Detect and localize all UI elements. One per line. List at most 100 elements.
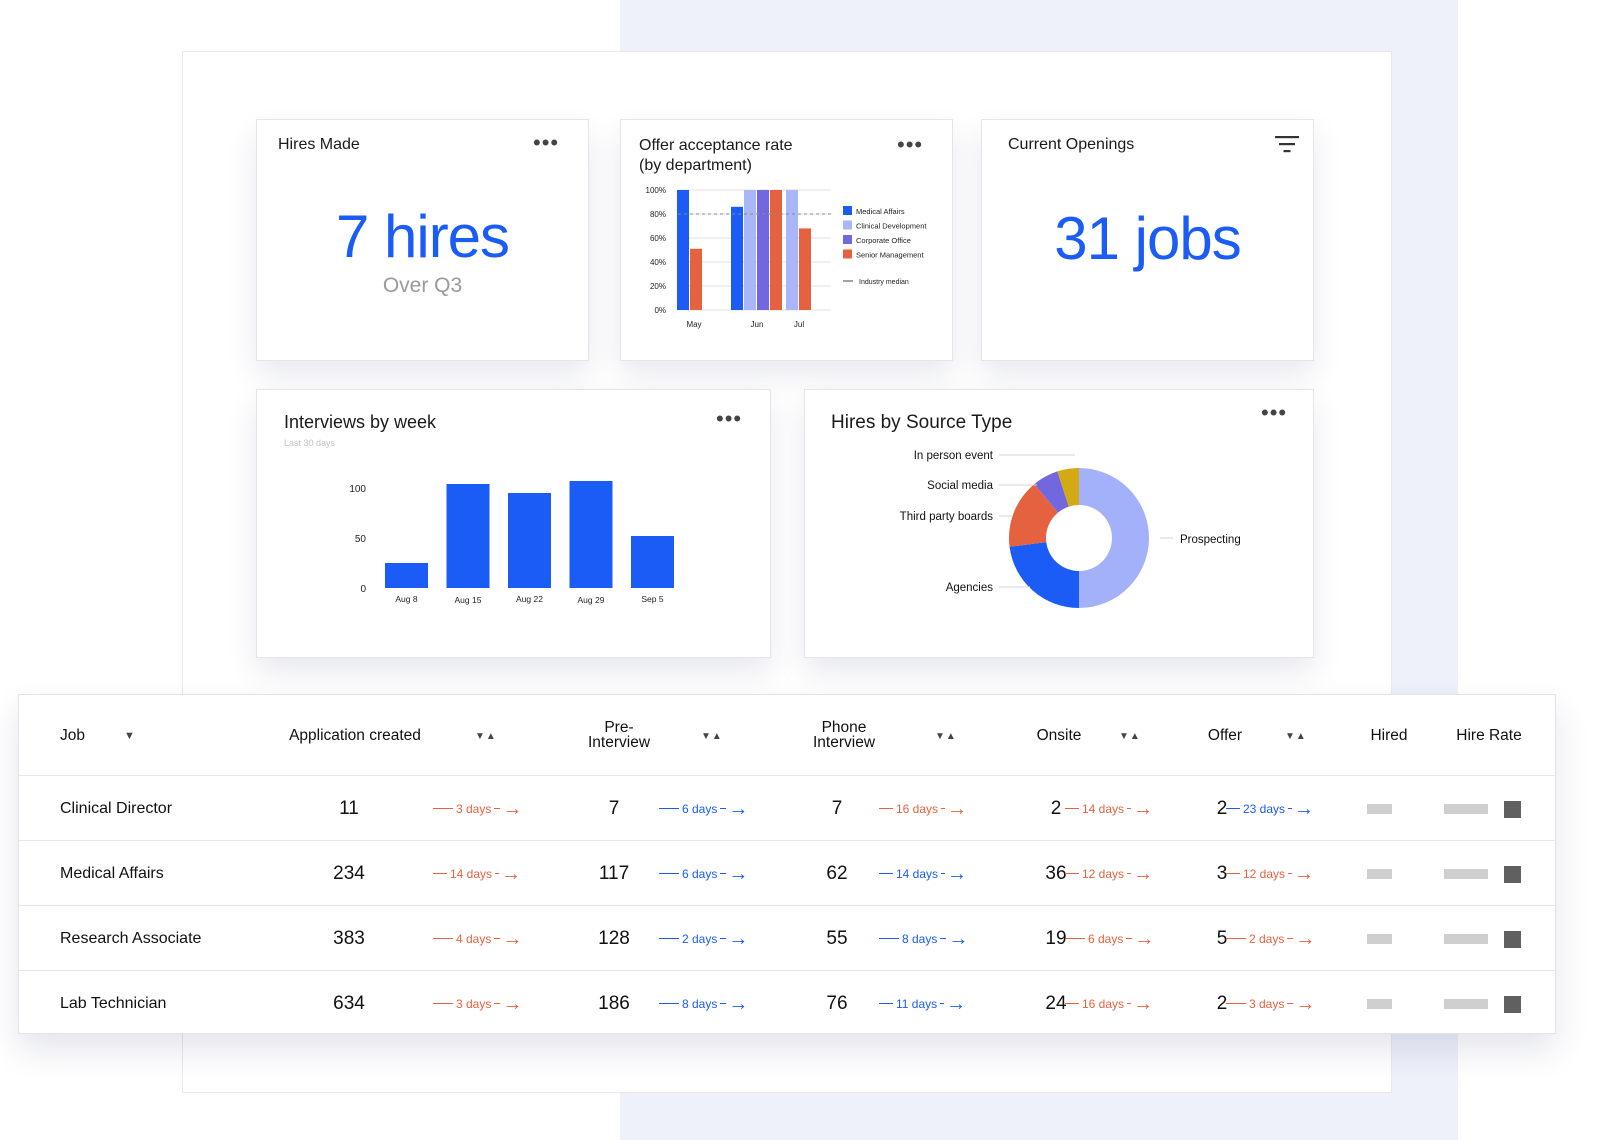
duration-line	[1226, 1003, 1246, 1004]
more-horizontal-icon[interactable]: •••	[1261, 400, 1288, 425]
x-tick-label: May	[686, 320, 701, 329]
sort-icon[interactable]: ▼▲	[701, 731, 723, 742]
duration-label: 14 days	[896, 866, 939, 881]
duration-label: 14 days	[450, 866, 493, 881]
sort-icon[interactable]: ▼▲	[1119, 731, 1141, 742]
more-horizontal-icon[interactable]: •••	[533, 130, 560, 155]
phone-count: 55	[826, 927, 848, 949]
arrow-right-icon: →	[948, 927, 969, 950]
app-count: 383	[333, 927, 365, 949]
duration-line	[879, 1003, 893, 1004]
arrow-right-icon: →	[1294, 797, 1315, 820]
duration-line	[879, 938, 899, 939]
duration-line	[1287, 1003, 1294, 1004]
y-tick-label: 50	[355, 534, 367, 545]
card-title: Hires by Source Type	[831, 412, 1013, 433]
sort-icon[interactable]: ▼▲	[935, 731, 957, 742]
duration-label: 16 days	[896, 801, 939, 816]
pie-slice	[1034, 471, 1069, 513]
arrow-right-icon: →	[501, 862, 522, 885]
stage-duration: 3 days →	[433, 971, 522, 1036]
sort-icon[interactable]: ▼▲	[1285, 731, 1307, 742]
hired-placeholder-bar	[1367, 804, 1392, 814]
y-tick-label: 80%	[650, 210, 666, 219]
more-horizontal-icon[interactable]: •••	[716, 406, 743, 431]
column-header-pre-interview[interactable]: Pre- Interview	[559, 695, 679, 775]
duration-line	[940, 938, 947, 939]
filter-icon[interactable]	[1274, 134, 1300, 156]
hired-placeholder-bar	[1367, 934, 1392, 944]
bar	[690, 248, 702, 310]
header-label: Hired	[1370, 726, 1408, 744]
more-horizontal-icon[interactable]: •••	[897, 132, 924, 157]
offer-acceptance-card: Offer acceptance rate (by department) ••…	[620, 119, 953, 361]
sort-icon[interactable]: ▼▲	[475, 731, 497, 742]
job-name[interactable]: Lab Technician	[60, 994, 167, 1012]
job-name[interactable]: Research Associate	[60, 929, 202, 947]
arrow-right-icon: →	[947, 797, 968, 820]
duration-line	[1127, 873, 1132, 874]
sort-dropdown-icon[interactable]: ▼	[124, 730, 135, 742]
duration-label: 16 days	[1082, 996, 1125, 1011]
slice-label: Agencies	[946, 582, 994, 594]
x-tick-label: Aug 29	[578, 595, 605, 605]
bar	[799, 228, 811, 310]
hires-value: 7 hires	[335, 203, 510, 270]
job-name[interactable]: Medical Affairs	[60, 864, 164, 882]
duration-line	[1287, 938, 1294, 939]
table-row[interactable]: Clinical Director 11 7 7 2 2 3 days → 6 days → 16 …	[19, 775, 1555, 841]
legend-label: Medical Affairs	[856, 207, 905, 216]
card-title: Offer acceptance rate (by department)	[639, 136, 793, 176]
offer-count: 2	[1216, 992, 1228, 1014]
header-label: Job	[60, 726, 85, 744]
y-tick-label: 40%	[650, 258, 666, 267]
pipeline-table: Job ▼ Application created ▼▲ Pre- Interv…	[18, 694, 1556, 1034]
column-header-onsite[interactable]: Onsite	[1009, 695, 1109, 775]
onsite-count: 19	[1045, 927, 1067, 949]
slice-label: Third party boards	[900, 511, 994, 523]
table-row[interactable]: Research Associate 383 128 55 19 5 4 days → 2 da…	[19, 905, 1555, 971]
job-name[interactable]: Clinical Director	[60, 799, 173, 817]
x-tick-label: Jul	[794, 320, 804, 329]
offer-count: 2	[1216, 797, 1228, 819]
duration-line	[659, 873, 679, 874]
stage-duration: 6 days →	[659, 776, 748, 841]
x-tick-label: Aug 8	[395, 594, 417, 604]
duration-line	[1065, 808, 1079, 809]
duration-line	[1127, 808, 1132, 809]
column-header-application[interactable]: Application created	[255, 695, 455, 775]
table-row[interactable]: Medical Affairs 234 117 62 36 3 14 days → 6 days…	[19, 840, 1555, 906]
arrow-right-icon: →	[1294, 862, 1315, 885]
hires-caption: Over Q3	[382, 274, 463, 297]
duration-label: 23 days	[1243, 801, 1286, 816]
slice-label: Prospecting	[1180, 534, 1241, 546]
column-header-phone-interview[interactable]: Phone Interview	[784, 695, 904, 775]
duration-label: 2 days	[1249, 931, 1285, 946]
pre-count: 117	[598, 862, 630, 884]
stage-duration: 12 days →	[1065, 841, 1153, 906]
stage-duration: 11 days →	[879, 971, 966, 1036]
table-row[interactable]: Lab Technician 634 186 76 24 2 3 days → 8 days → 1…	[19, 970, 1555, 1036]
pie-slice	[1009, 542, 1079, 608]
stage-duration: 12 days →	[1226, 841, 1314, 906]
duration-line	[494, 938, 501, 939]
y-tick-label: 0%	[654, 306, 666, 315]
column-header-hire-rate[interactable]: Hire Rate	[1429, 695, 1549, 775]
stage-duration: 8 days →	[659, 971, 748, 1036]
stage-duration: 4 days →	[433, 906, 522, 971]
slice-label: In person event	[914, 450, 994, 462]
duration-label: 14 days	[1082, 801, 1125, 816]
duration-line	[879, 873, 893, 874]
pre-count: 7	[608, 797, 620, 819]
duration-line	[720, 808, 727, 809]
stage-duration: 16 days →	[1065, 971, 1153, 1036]
column-header-offer[interactable]: Offer	[1175, 695, 1275, 775]
legend-label: Corporate Office	[856, 236, 911, 245]
duration-label: 11 days	[896, 996, 938, 1011]
column-header-job[interactable]: Job	[60, 695, 180, 775]
arrow-right-icon: →	[502, 927, 523, 950]
y-tick-label: 60%	[650, 234, 666, 243]
x-tick-label: Aug 22	[516, 594, 543, 604]
column-header-hired[interactable]: Hired	[1349, 695, 1429, 775]
x-tick-label: Aug 15	[455, 595, 482, 605]
